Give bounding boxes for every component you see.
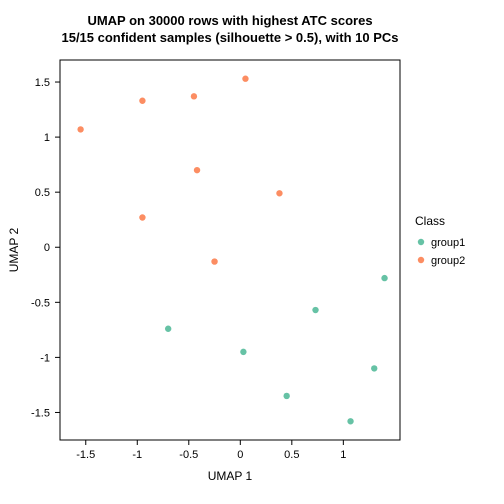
point-group2	[211, 258, 217, 264]
x-tick-label: -1.5	[76, 449, 95, 461]
y-tick-label: -1	[40, 352, 50, 364]
point-group1	[347, 418, 353, 424]
y-tick-label: 0.5	[35, 187, 50, 199]
point-group2	[139, 98, 145, 104]
point-group2	[194, 167, 200, 173]
point-group1	[312, 307, 318, 313]
point-group1	[283, 393, 289, 399]
y-tick-label: 0	[44, 242, 50, 254]
legend-label-group1: group1	[431, 237, 465, 249]
x-tick-label: -1	[132, 449, 142, 461]
point-group2	[191, 93, 197, 99]
plot-panel	[60, 60, 400, 440]
y-axis-label: UMAP 2	[7, 227, 21, 272]
point-group1	[165, 326, 171, 332]
y-tick-label: 1	[44, 132, 50, 144]
point-group1	[240, 349, 246, 355]
point-group2	[276, 190, 282, 196]
legend-swatch-group2	[418, 257, 424, 263]
y-tick-label: 1.5	[35, 77, 50, 89]
legend-label-group2: group2	[431, 255, 465, 267]
point-group2	[139, 214, 145, 220]
point-group1	[381, 275, 387, 281]
plot-title-line2: 15/15 confident samples (silhouette > 0.…	[61, 30, 398, 45]
x-tick-label: -0.5	[179, 449, 198, 461]
x-tick-label: 0.5	[284, 449, 299, 461]
legend-swatch-group1	[418, 239, 424, 245]
umap-scatter-plot: -1.5 -1 -0.5 0 0.5 1 -1.5 -1 -0.5 0 0.5 1 1.5 UMAP on…	[0, 0, 504, 504]
y-tick-label: -0.5	[31, 297, 50, 309]
point-group2	[242, 76, 248, 82]
legend-title: Class	[415, 214, 445, 228]
x-tick-label: 0	[237, 449, 243, 461]
point-group1	[371, 365, 377, 371]
plot-title-line1: UMAP on 30000 rows with highest ATC scor…	[87, 13, 372, 28]
point-group2	[77, 126, 83, 132]
y-tick-label: -1.5	[31, 407, 50, 419]
x-axis-label: UMAP 1	[208, 469, 253, 483]
x-tick-label: 1	[340, 449, 346, 461]
